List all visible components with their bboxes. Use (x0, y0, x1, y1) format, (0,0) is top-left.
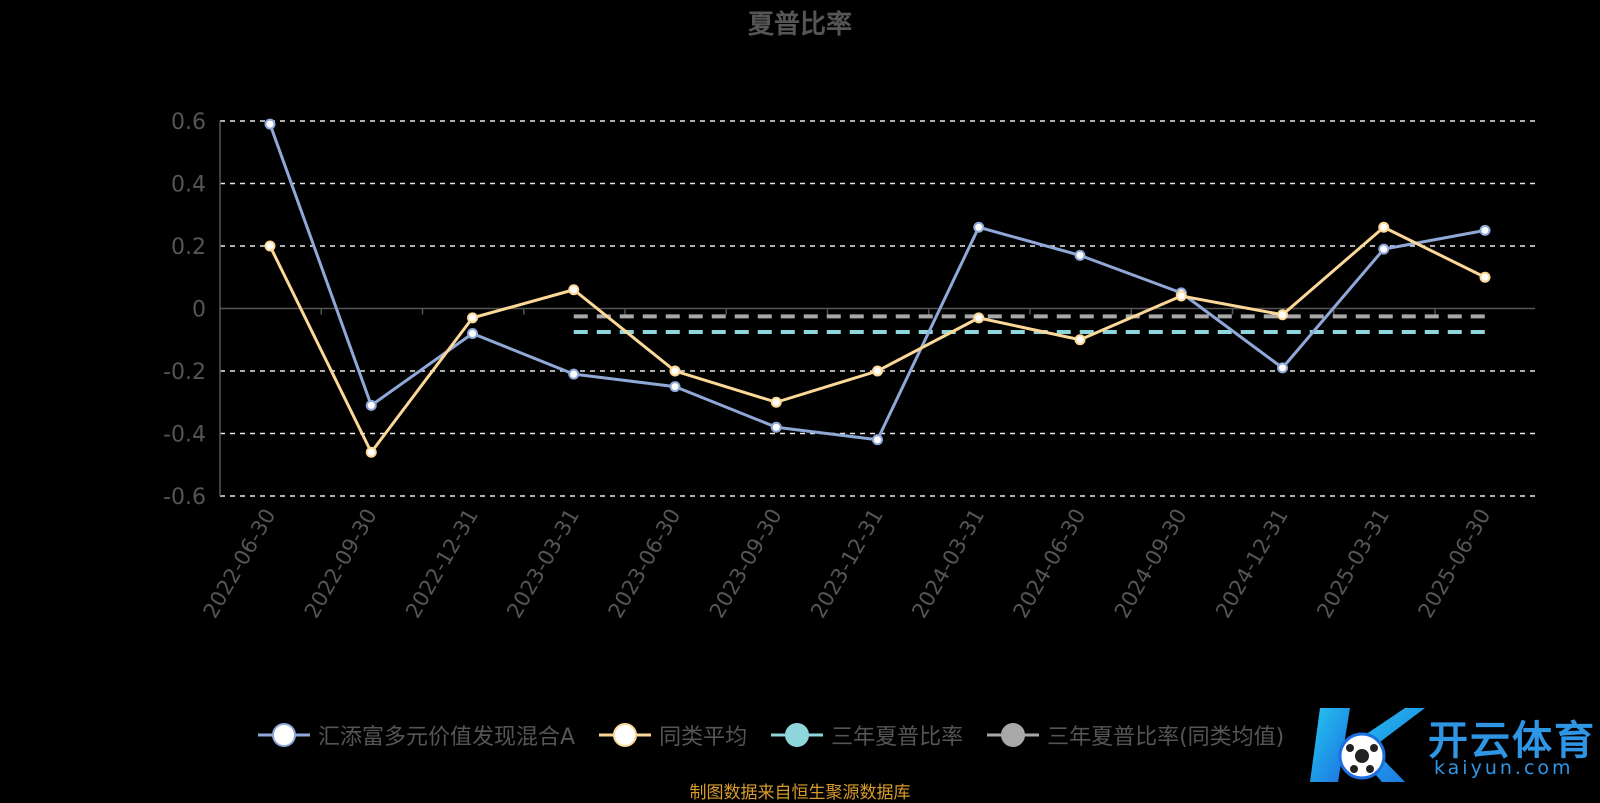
data-point (669, 381, 681, 393)
data-point (568, 284, 580, 296)
y-tick-label: 0.2 (171, 235, 206, 260)
data-point (365, 399, 377, 411)
data-point (872, 434, 883, 446)
data-source-note: 制图数据来自恒生聚源数据库 (689, 783, 911, 803)
legend-item[interactable]: 三年夏普比率 (771, 719, 963, 751)
legend-marker-icon (599, 723, 652, 747)
data-point (264, 240, 276, 252)
x-tick-label: 2024-03-31 (907, 505, 989, 623)
legend-label: 汇添富多元价值发现混合A (318, 725, 576, 750)
y-tick-label: 0 (192, 298, 206, 323)
x-tick-label: 2022-09-30 (300, 505, 382, 623)
legend-label: 同类平均 (659, 725, 748, 750)
data-point (365, 446, 377, 458)
y-tick-label: 0.4 (171, 173, 206, 198)
legend-label: 三年夏普比率(同类均值) (1047, 725, 1285, 750)
x-tick-label: 2023-09-30 (705, 505, 787, 623)
legend-marker-icon (258, 723, 310, 747)
x-tick-label: 2025-06-30 (1414, 505, 1496, 623)
watermark-domain: kaiyun.com (1434, 757, 1574, 779)
y-tick-label: -0.4 (163, 423, 206, 448)
x-tick-label: 2024-09-30 (1110, 505, 1192, 623)
data-point (1378, 243, 1390, 255)
data-point (568, 368, 580, 380)
legend-item[interactable]: 同类平均 (599, 719, 747, 751)
data-point (1175, 290, 1187, 302)
legend: 汇添富多元价值发现混合A 同类平均 三年夏普比率 三年夏普比率(同类均值) (258, 720, 1284, 750)
data-point (1074, 334, 1086, 346)
watermark-text: 开云体育 (1428, 718, 1596, 764)
x-tick-label: 2023-12-31 (806, 505, 888, 623)
data-point (770, 396, 782, 408)
data-point (669, 365, 681, 377)
y-tick-label: -0.2 (163, 360, 206, 385)
data-point (1277, 362, 1288, 374)
data-point (973, 312, 985, 324)
data-point (770, 421, 782, 433)
y-tick-label: 0.6 (171, 110, 206, 135)
x-tick-label: 2025-03-31 (1312, 505, 1394, 623)
x-tick-label: 2022-12-31 (401, 505, 483, 623)
x-tick-label: 2022-06-30 (199, 505, 281, 623)
legend-marker-icon (987, 723, 1040, 747)
x-tick-label: 2023-06-30 (604, 505, 686, 623)
series-line (268, 225, 1486, 454)
legend-item[interactable]: 三年夏普比率(同类均值) (987, 719, 1284, 751)
data-point (264, 118, 276, 130)
data-point (973, 221, 985, 233)
data-point (467, 328, 478, 339)
watermark-logo-icon (1310, 708, 1425, 782)
data-point (1378, 221, 1390, 233)
legend-item[interactable]: 汇添富多元价值发现混合A (258, 719, 575, 751)
chart-title: 夏普比率 (747, 10, 852, 40)
legend-marker-icon (771, 723, 824, 747)
data-point (1479, 224, 1491, 236)
data-point (467, 312, 478, 324)
x-tick-label: 2024-06-30 (1009, 505, 1091, 623)
data-point (1277, 309, 1288, 321)
data-point (872, 365, 883, 377)
y-tick-label: -0.6 (163, 485, 206, 510)
series-line (268, 123, 1486, 442)
x-tick-label: 2024-12-31 (1211, 505, 1293, 623)
data-point (1074, 249, 1086, 261)
legend-label: 三年夏普比率 (831, 725, 964, 750)
x-tick-label: 2023-03-31 (502, 505, 584, 623)
data-point (1479, 271, 1491, 283)
